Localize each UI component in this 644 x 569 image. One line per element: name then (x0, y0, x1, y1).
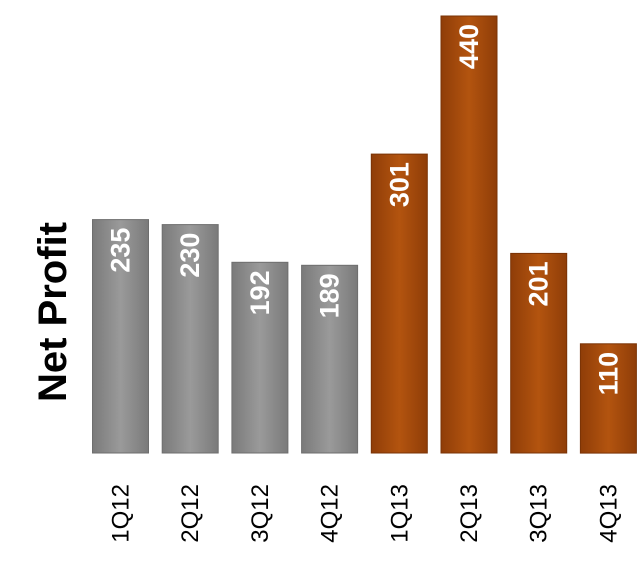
data-labels-group: 235 230 192 189 301 440 201 110 (106, 24, 624, 395)
data-label-3Q13: 201 (524, 261, 554, 306)
x-tick-label-4Q13: 4Q13 (595, 484, 622, 543)
bar-4Q12 (301, 264, 359, 454)
bar-1Q13 (370, 153, 428, 454)
bars-group (92, 15, 637, 454)
bar-2Q12 (161, 224, 219, 454)
data-label-2Q13: 440 (454, 24, 484, 69)
bar-4Q13 (579, 343, 637, 454)
bar-3Q13 (510, 252, 568, 454)
y-axis-label: Net Profit (31, 222, 75, 402)
data-label-4Q13: 110 (593, 352, 623, 396)
x-tick-label-3Q13: 3Q13 (526, 484, 553, 543)
data-label-1Q13: 301 (384, 162, 414, 207)
x-tick-label-3Q12: 3Q12 (247, 484, 274, 543)
x-tick-label-2Q12: 2Q12 (177, 484, 204, 543)
bar-3Q12 (231, 261, 289, 454)
x-tick-labels-group: 1Q12 2Q12 3Q12 4Q12 1Q13 2Q13 3Q13 4Q13 (108, 484, 623, 543)
x-tick-label-1Q13: 1Q13 (386, 484, 413, 543)
data-label-2Q12: 230 (175, 233, 205, 278)
data-label-3Q12: 192 (245, 270, 275, 315)
x-tick-label-1Q12: 1Q12 (108, 484, 135, 543)
bar-2Q13 (440, 15, 498, 454)
data-label-1Q12: 235 (106, 228, 136, 273)
x-tick-label-4Q12: 4Q12 (317, 484, 344, 543)
data-label-4Q12: 189 (315, 273, 345, 318)
x-tick-label-2Q13: 2Q13 (456, 484, 483, 543)
bar-1Q12 (92, 219, 149, 454)
